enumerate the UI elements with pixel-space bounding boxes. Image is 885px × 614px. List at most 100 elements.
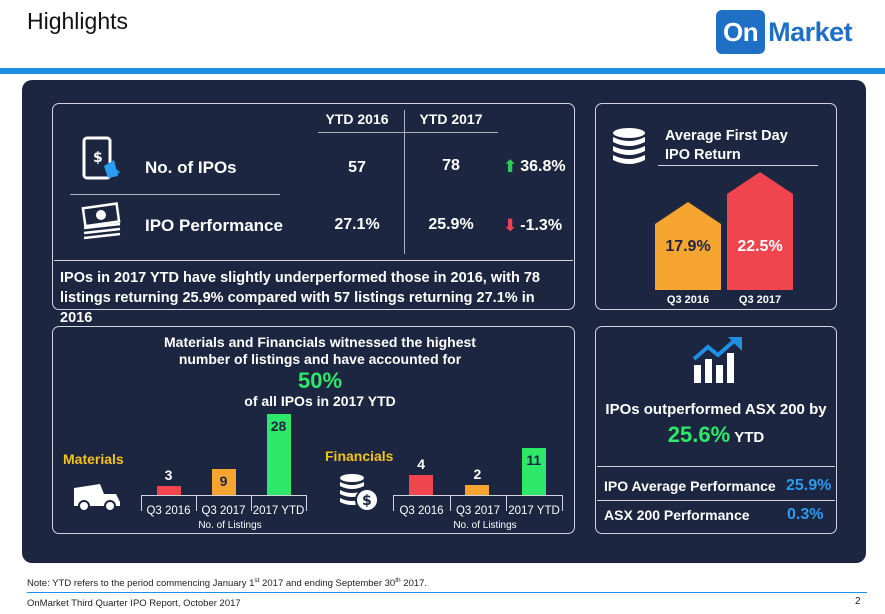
footnote-sup1: st <box>254 577 260 584</box>
materials-tick-0 <box>141 495 142 511</box>
outperform-rule <box>597 466 835 467</box>
trending-up-icon <box>692 337 742 383</box>
ipos-2016: 57 <box>348 159 366 176</box>
ipo-summary-text: IPOs in 2017 YTD have slightly underperf… <box>60 270 540 326</box>
materials-bar-0 <box>156 486 181 495</box>
highlights-panel <box>22 80 866 563</box>
row-divider <box>70 194 280 195</box>
row-label-ipos: No. of IPOs <box>145 158 237 177</box>
first-day-box <box>595 103 837 310</box>
sectors-headline: Materials and Financials witnessed the h… <box>100 334 540 368</box>
financials-tick-2 <box>506 495 507 511</box>
first-day-rule <box>658 165 818 166</box>
sectors-sub: of all IPOs in 2017 YTD <box>244 393 396 409</box>
materials-xlabel-0: Q3 2016 <box>146 505 191 517</box>
arrow-down-icon: ⬇ <box>503 216 518 235</box>
q3-2016-label: Q3 2016 <box>666 294 710 306</box>
cash-stack-icon <box>81 202 121 240</box>
financials-bar-label-0: 4 <box>417 456 426 473</box>
first-day-title-line1: Average First Day <box>665 128 788 144</box>
mining-truck-icon <box>74 484 120 512</box>
financials-bar-1 <box>465 485 490 495</box>
coins-dollar-icon: $ <box>340 474 379 512</box>
outperform-figure: 25.6% YTD <box>600 422 832 448</box>
outperform-big-value: 25.6% <box>667 422 731 447</box>
header-rule <box>318 132 498 133</box>
first-day-title-line2: IPO Return <box>665 147 741 163</box>
perf-change-value: -1.3% <box>520 217 563 234</box>
outperform-box <box>595 326 837 534</box>
summary-divider <box>54 260 573 261</box>
ipo-avg-perf-label: IPO Average Performance <box>604 478 776 494</box>
materials-tick-2 <box>251 495 252 511</box>
logo-on-text: On <box>716 10 766 54</box>
perf-change: ⬇ -1.3% <box>503 216 562 236</box>
ipos-change-value: 36.8% <box>520 158 566 175</box>
col-header-2017: YTD 2017 <box>419 111 483 127</box>
materials-label: Materials <box>63 451 124 467</box>
header-divider <box>0 68 885 74</box>
sectors-headline-line2: number of listings and have accounted fo… <box>178 351 462 367</box>
materials-xlabel-2: 2017 YTD <box>252 505 305 517</box>
financials-xlabel-2: 2017 YTD <box>508 505 560 517</box>
sectors-box <box>52 326 575 534</box>
financials-axis <box>393 495 563 496</box>
ipo-summary-box <box>52 103 575 310</box>
svg-text:$: $ <box>362 493 372 509</box>
financials-bar-2 <box>521 448 546 495</box>
arrow-up-icon: ⬆ <box>503 157 518 176</box>
perf-rule <box>597 500 835 501</box>
financials-xlabel-1: Q3 2017 <box>455 505 501 517</box>
footnote-a: Note: YTD refers to the period commencin… <box>27 578 255 590</box>
asx-perf-value: 0.3% <box>787 506 824 523</box>
materials-bar-2 <box>266 414 291 495</box>
financials-label: Financials <box>325 448 394 464</box>
financials-axis-title: No. of Listings <box>453 520 517 531</box>
financials-bar-label-1: 2 <box>473 466 482 483</box>
q3-2016-bar <box>655 202 721 290</box>
financials-tick-0 <box>393 495 394 511</box>
q3-2017-value: 22.5% <box>737 238 783 255</box>
asx-perf-label: ASX 200 Performance <box>604 507 750 523</box>
footnote-b: 2017 and ending September 30 <box>259 578 396 590</box>
perf-2017: 25.9% <box>428 216 474 233</box>
outperform-ytd: YTD <box>734 429 765 446</box>
q3-2017-label: Q3 2017 <box>738 294 782 306</box>
sectors-headline-line1: Materials and Financials witnessed the h… <box>164 334 476 350</box>
footnote-c: 2017. <box>400 578 428 590</box>
onmarket-logo[interactable]: On Market <box>716 10 853 54</box>
row-label-performance: IPO Performance <box>145 216 283 235</box>
materials-bar-label-2: 28 <box>270 418 287 434</box>
materials-bar-label-1: 9 <box>219 472 228 489</box>
ipo-avg-perf-value: 25.9% <box>786 477 832 494</box>
tablet-click-icon: $ <box>82 136 120 180</box>
footnote: Note: YTD refers to the period commencin… <box>27 577 427 589</box>
table-divider <box>404 110 405 254</box>
ipos-2017: 78 <box>442 157 460 174</box>
report-title: OnMarket Third Quarter IPO Report, Octob… <box>27 598 241 609</box>
page-title: Highlights <box>27 8 128 34</box>
materials-axis <box>141 495 306 496</box>
ipos-change: ⬆ 36.8% <box>503 157 566 177</box>
sectors-big-pct: 50% <box>297 368 343 393</box>
financials-bar-label-2: 11 <box>526 452 542 468</box>
financials-tick-3 <box>562 495 563 511</box>
materials-axis-title: No. of Listings <box>198 520 262 531</box>
coins-icon <box>613 128 645 164</box>
materials-bar-label-0: 3 <box>164 467 173 484</box>
logo-market-text: Market <box>768 16 853 47</box>
materials-tick-1 <box>196 495 197 511</box>
footer-divider <box>27 592 867 593</box>
financials-bar-0 <box>409 475 434 495</box>
materials-xlabel-1: Q3 2017 <box>201 505 246 517</box>
financials-tick-1 <box>450 495 451 511</box>
materials-bar-1 <box>211 468 236 495</box>
q3-2017-bar <box>727 172 793 290</box>
outperform-line1: IPOs outperformed ASX 200 by <box>605 401 827 418</box>
page-number: 2 <box>855 596 861 607</box>
col-header-2016: YTD 2016 <box>325 111 389 127</box>
financials-xlabel-0: Q3 2016 <box>399 505 444 517</box>
svg-text:$: $ <box>93 150 103 166</box>
perf-2016: 27.1% <box>334 216 380 233</box>
footnote-sup2: th <box>395 577 401 584</box>
